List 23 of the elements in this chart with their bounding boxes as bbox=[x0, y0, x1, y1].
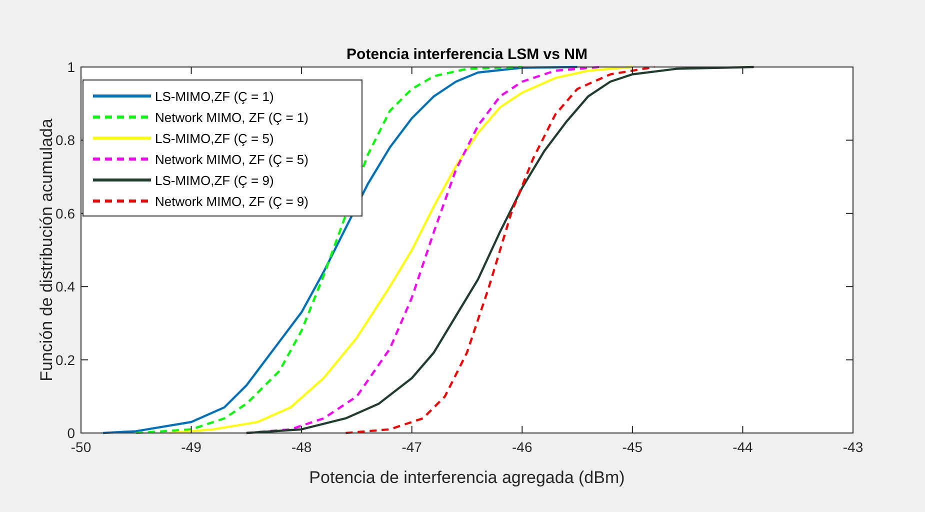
legend-label: Network MIMO, ZF (Ç = 9) bbox=[155, 194, 308, 209]
y-tick-label: 0.2 bbox=[56, 352, 76, 368]
y-tick-label: 0.6 bbox=[56, 205, 76, 222]
legend-label: Network MIMO, ZF (Ç = 5) bbox=[155, 152, 308, 167]
x-tick-label: -46 bbox=[512, 439, 532, 455]
y-tick-label: 0.4 bbox=[56, 278, 76, 295]
y-tick-label: 0 bbox=[67, 425, 76, 441]
x-tick-label: -48 bbox=[291, 439, 312, 455]
y-tick-label: 0.8 bbox=[56, 132, 76, 148]
legend-label: LS-MIMO,ZF (Ç = 1) bbox=[155, 89, 274, 104]
x-tick-label: -44 bbox=[732, 439, 754, 455]
legend-label: Network MIMO, ZF (Ç = 1) bbox=[155, 110, 308, 125]
x-tick-label: -43 bbox=[842, 439, 864, 455]
x-tick-label: -49 bbox=[181, 439, 202, 455]
x-tick-label: -50 bbox=[70, 439, 92, 455]
x-tick-label: -47 bbox=[402, 439, 422, 455]
x-axis-title: Potencia de interferencia agregada (dBm) bbox=[309, 468, 625, 487]
y-tick-label: 1 bbox=[67, 59, 76, 75]
x-tick-label: -45 bbox=[622, 439, 643, 455]
y-axis-title: Función de distribución acumulada bbox=[37, 118, 56, 382]
chart-title: Potencia interferencia LSM vs NM bbox=[346, 46, 588, 63]
legend-label: LS-MIMO,ZF (Ç = 9) bbox=[155, 173, 274, 188]
legend-label: LS-MIMO,ZF (Ç = 5) bbox=[155, 131, 274, 146]
